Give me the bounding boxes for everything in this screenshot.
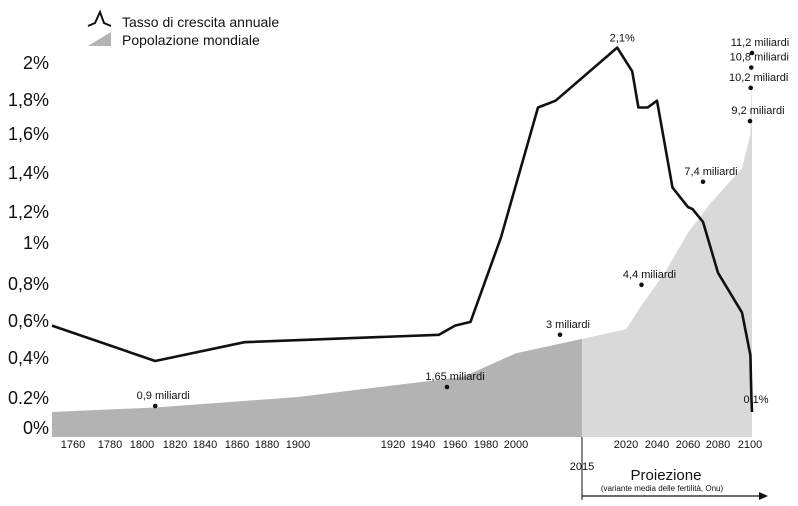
- legend-label-growth: Tasso di crescita annuale: [122, 14, 279, 30]
- population-marker-2: [557, 332, 563, 338]
- population-marker-label-4: 7,4 miliardi: [684, 166, 737, 178]
- y-tick-label-9: 1,8%: [8, 90, 49, 110]
- y-tick-label-4: 0,8%: [8, 274, 49, 294]
- x-tick-label-2000: 2000: [504, 439, 528, 451]
- population-marker-1: [444, 384, 450, 390]
- population-marker-7: [748, 65, 754, 70]
- y-tick-label-8: 1,6%: [8, 124, 49, 144]
- legend: Tasso di crescita annuale Popolazione mo…: [87, 9, 279, 48]
- population-marker-label-5: 9,2 miliardi: [731, 105, 784, 117]
- y-tick-label-7: 1,4%: [8, 163, 49, 183]
- y-tick-label-5: 1%: [23, 233, 49, 253]
- population-area-icon: [88, 32, 111, 46]
- population-marker-label-8: 11,2 miliardi: [731, 37, 790, 49]
- x-tick-label-1920: 1920: [381, 439, 405, 451]
- population-marker-5: [747, 118, 753, 124]
- growth-line-icon: [87, 9, 112, 27]
- population-area-historic: [52, 338, 582, 437]
- y-tick-label-6: 1,2%: [8, 202, 49, 222]
- x-tick-label-2060: 2060: [676, 439, 700, 451]
- population-area-projection: [582, 53, 752, 437]
- growth-rate-line: [51, 46, 754, 413]
- x-tick-label-2040: 2040: [645, 439, 669, 451]
- projection-label: Proiezione: [631, 467, 702, 484]
- population-marker-3: [639, 282, 644, 288]
- x-tick-label-2100: 2100: [738, 439, 762, 451]
- x-tick-label-1760: 1760: [61, 439, 85, 451]
- x-tick-label-2080: 2080: [706, 439, 730, 451]
- plot-area: 0% 0.2% 0,4% 0,6% 0,8% 1% 1,2% 1,4% 1,6% 1,8% 2% 17…: [8, 33, 789, 500]
- population-marker-label-7: 10,8 miliardi: [730, 52, 789, 64]
- projection-sublabel: (variante media delle fertilità, Onu): [601, 484, 724, 493]
- x-tick-label-1940: 1940: [411, 439, 435, 451]
- x-tick-label-1900: 1900: [286, 439, 310, 451]
- x-tick-label-1840: 1840: [193, 439, 217, 451]
- population-marker-label-1: 1,65 miliardi: [425, 371, 484, 383]
- peak-label: 2,1%: [610, 33, 635, 45]
- population-marker-label-3: 4,4 miliardi: [623, 269, 676, 281]
- x-tick-label-1800: 1800: [130, 439, 154, 451]
- y-tick-label-1: 0.2%: [8, 388, 49, 408]
- x-tick-label-1960: 1960: [443, 439, 467, 451]
- population-marker-4: [700, 179, 706, 185]
- x-tick-label-1860: 1860: [225, 439, 249, 451]
- population-marker-6: [748, 85, 754, 91]
- population-marker-label-6: 10,2 miliardi: [729, 72, 788, 84]
- x-tick-label-1980: 1980: [474, 439, 498, 451]
- y-tick-label-0: 0%: [23, 418, 49, 438]
- y-tick-label-3: 0,6%: [8, 311, 49, 331]
- population-marker-label-0: 0,9 miliardi: [137, 390, 190, 402]
- projection-arrow-head: [759, 492, 768, 500]
- y-tick-label-10: 2%: [23, 53, 49, 73]
- projection-year-label: 2015: [570, 461, 594, 473]
- x-tick-label-1820: 1820: [163, 439, 187, 451]
- population-marker-0: [152, 403, 158, 409]
- x-tick-label-2020: 2020: [614, 439, 638, 451]
- x-tick-label-1780: 1780: [98, 439, 122, 451]
- y-tick-label-2: 0,4%: [8, 348, 49, 368]
- end-label: 0,1%: [743, 394, 768, 406]
- legend-label-population: Popolazione mondiale: [122, 32, 260, 48]
- population-marker-8: [749, 50, 755, 56]
- x-tick-label-1880: 1880: [255, 439, 279, 451]
- population-marker-label-2: 3 miliardi: [546, 319, 590, 331]
